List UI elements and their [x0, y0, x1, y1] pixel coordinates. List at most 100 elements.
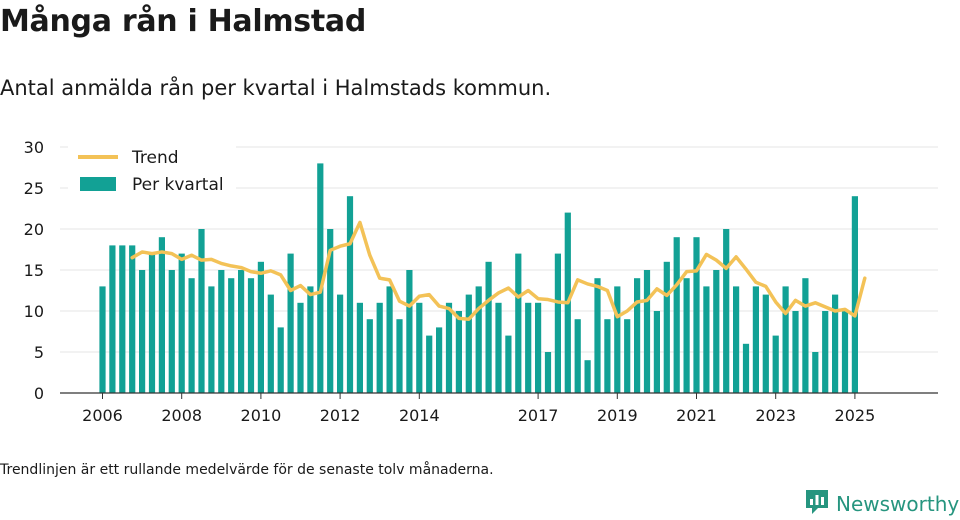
bar	[307, 286, 314, 393]
bar	[129, 245, 136, 393]
bar	[733, 286, 740, 393]
bar	[396, 319, 403, 393]
bar	[703, 286, 710, 393]
bar	[337, 294, 344, 393]
bar	[267, 294, 274, 393]
chart-title: Många rån i Halmstad	[0, 4, 366, 39]
bar	[356, 302, 363, 393]
bar	[525, 302, 532, 393]
bar	[802, 278, 809, 393]
bar	[139, 270, 146, 393]
bar	[535, 302, 542, 393]
bar	[406, 270, 413, 393]
bar	[554, 253, 561, 393]
bar	[515, 253, 522, 393]
bar	[485, 261, 492, 393]
bar	[782, 286, 789, 393]
y-tick-label-25: 25	[24, 179, 44, 198]
bar	[475, 286, 482, 393]
bar	[119, 245, 126, 393]
legend-bar-swatch	[80, 177, 116, 191]
x-tick-label-2006: 2006	[82, 406, 123, 425]
x-tick-label-2012: 2012	[320, 406, 361, 425]
bar	[544, 352, 552, 393]
legend-trend-label: Trend	[131, 148, 179, 168]
y-tick-label-0: 0	[34, 384, 44, 403]
bar	[604, 319, 611, 393]
x-axis: 2006 2008 2010 2012 2014 2017 2019 2021 2023 2025	[60, 392, 938, 425]
bar	[168, 270, 175, 393]
bar	[257, 261, 264, 393]
bar	[762, 294, 769, 393]
bar	[366, 319, 373, 393]
bar	[495, 302, 502, 393]
bar	[198, 229, 205, 393]
y-tick-label-30: 30	[24, 138, 44, 157]
bar	[188, 278, 195, 393]
legend-bar-label: Per kvartal	[132, 175, 224, 195]
bar	[376, 302, 383, 393]
bar	[386, 286, 393, 393]
bar	[653, 311, 660, 393]
bar	[445, 302, 453, 393]
x-tick-label-2023: 2023	[755, 406, 796, 425]
y-tick-label-15: 15	[24, 261, 44, 280]
x-tick-label-2017: 2017	[518, 406, 559, 425]
bar	[148, 253, 156, 393]
bar	[327, 229, 334, 393]
trend-line	[130, 220, 867, 321]
bar	[228, 278, 235, 393]
bar	[287, 253, 294, 393]
x-tick-label-2010: 2010	[241, 406, 282, 425]
bar	[426, 335, 433, 393]
bar	[624, 319, 631, 393]
bar	[822, 311, 829, 393]
bar	[841, 311, 849, 393]
legend: Trend Per kvartal	[68, 144, 236, 204]
bar	[594, 278, 601, 393]
bar	[465, 294, 472, 393]
bar	[812, 352, 819, 393]
bar	[416, 302, 423, 393]
bar	[277, 327, 284, 393]
bar	[99, 286, 106, 393]
bar	[178, 253, 185, 393]
footnote: Trendlinjen är ett rullande medelvärde f…	[0, 462, 494, 478]
bar	[851, 196, 858, 393]
bar	[634, 278, 641, 393]
trend-line-group	[130, 220, 867, 321]
bar	[158, 237, 165, 393]
bar	[109, 245, 116, 393]
chart-subtitle: Antal anmälda rån per kvartal i Halmstad…	[0, 76, 552, 100]
x-tick-label-2021: 2021	[676, 406, 717, 425]
bar	[317, 163, 324, 393]
bar	[584, 360, 591, 393]
bar	[792, 311, 799, 393]
bar	[752, 286, 759, 393]
bar	[614, 286, 621, 393]
bar	[673, 237, 680, 393]
bar	[208, 286, 215, 393]
bar	[238, 270, 245, 393]
y-tick-label-20: 20	[24, 220, 44, 239]
bar	[297, 302, 304, 393]
brand[interactable]: Newsworthy	[804, 488, 959, 520]
newsworthy-logo-icon	[804, 488, 830, 520]
bar	[663, 261, 670, 393]
bar	[683, 278, 690, 393]
bar	[723, 229, 730, 393]
bar	[713, 270, 720, 393]
bar	[455, 311, 462, 393]
bar	[742, 343, 750, 393]
bar	[832, 294, 839, 393]
x-tick-label-2008: 2008	[161, 406, 202, 425]
x-tick-label-2014: 2014	[399, 406, 440, 425]
x-tick-label-2019: 2019	[597, 406, 638, 425]
bar	[643, 270, 651, 393]
bar	[505, 335, 512, 393]
brand-name: Newsworthy	[836, 492, 960, 516]
bar	[693, 237, 700, 393]
bar	[247, 278, 255, 393]
y-tick-label-10: 10	[24, 302, 44, 321]
